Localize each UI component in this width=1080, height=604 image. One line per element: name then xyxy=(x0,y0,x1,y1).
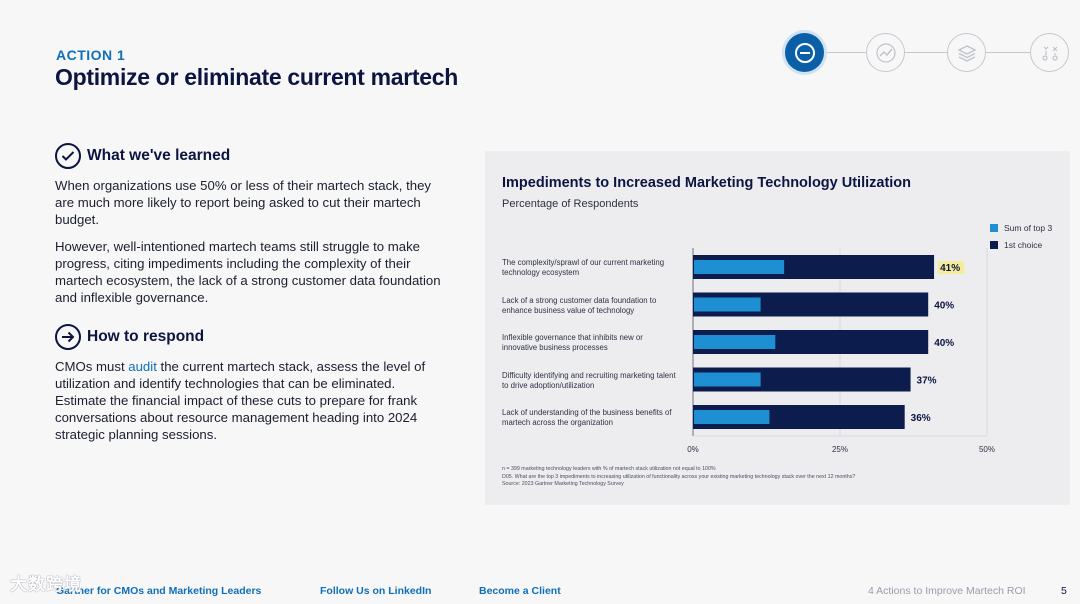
data-label: 36% xyxy=(911,413,931,424)
bar-first-choice xyxy=(694,372,761,387)
chart-legend: Sum of top 3 1st choice xyxy=(990,219,1052,253)
bar-first-choice xyxy=(694,260,785,274)
respond-heading: How to respond xyxy=(87,328,205,345)
footnote: Source: 2023 Gartner Marketing Technolog… xyxy=(502,481,624,487)
data-label: 40% xyxy=(934,338,954,349)
arrow-right-icon xyxy=(55,324,81,350)
chart-panel: Impediments to Increased Marketing Techn… xyxy=(485,151,1070,505)
bar-chart: 0% 25% 50% 41% 40% 40% 37% 36% xyxy=(687,248,995,454)
footer-link-become-client[interactable]: Become a Client xyxy=(479,585,561,597)
step-1-minus-circle-icon[interactable] xyxy=(785,33,824,72)
x-tick-label: 50% xyxy=(979,445,995,454)
bar-first-choice xyxy=(694,297,761,312)
page-title: Optimize or eliminate current martech xyxy=(55,64,459,90)
chart-title: Impediments to Increased Marketing Techn… xyxy=(502,175,912,191)
learned-header: What we've learned xyxy=(55,143,230,169)
category-label: Inflexible governance that inhibits new … xyxy=(502,333,643,352)
respond-paragraph: CMOs must audit the current martech stac… xyxy=(55,359,426,442)
footnote: n = 399 marketing technology leaders wit… xyxy=(502,466,716,472)
step-3-layers-icon[interactable] xyxy=(947,33,986,72)
page-number: 5 xyxy=(1061,585,1067,597)
x-tick-label: 25% xyxy=(832,445,848,454)
footnote: D05. What are the top 3 impediments to i… xyxy=(502,473,856,480)
learned-paragraph-1: When organizations use 50% or less of th… xyxy=(55,178,432,227)
check-icon xyxy=(55,143,81,169)
learned-paragraph-2: However, well-intentioned martech teams … xyxy=(55,239,441,305)
step-4-workflow-icon[interactable] xyxy=(1030,33,1069,72)
x-tick-label: 0% xyxy=(687,445,699,454)
category-label: Lack of a strong customer data foundatio… xyxy=(502,296,657,315)
respond-header: How to respond xyxy=(55,324,204,350)
legend-item: 1st choice xyxy=(990,236,1052,253)
audit-link[interactable]: audit xyxy=(128,359,157,374)
footer-link-linkedin[interactable]: Follow Us on LinkedIn xyxy=(320,585,432,597)
footer-link-gartner-cmos[interactable]: Gartner for CMOs and Marketing Leaders xyxy=(56,585,262,597)
data-label: 37% xyxy=(917,376,937,387)
category-label: Difficulty identifying and recruiting ma… xyxy=(502,371,676,390)
bar-first-choice xyxy=(694,335,776,349)
chart-footnotes: n = 399 marketing technology leaders wit… xyxy=(502,466,855,489)
category-label: The complexity/sprawl of our current mar… xyxy=(502,258,665,277)
category-label: Lack of understanding of the business be… xyxy=(502,408,672,427)
document-title: 4 Actions to Improve Martech ROI xyxy=(868,585,1026,597)
step-2-trend-icon[interactable] xyxy=(866,33,905,72)
data-label: 40% xyxy=(934,301,954,312)
data-label-highlight xyxy=(938,261,965,274)
data-label: 41% xyxy=(940,263,960,274)
action-steps xyxy=(785,33,1069,73)
learned-heading: What we've learned xyxy=(87,147,231,164)
bar-first-choice xyxy=(694,410,770,424)
watermark-text: 大数跨境 xyxy=(10,575,82,594)
action-kicker: ACTION 1 xyxy=(56,47,126,63)
chart-subtitle: Percentage of Respondents xyxy=(502,198,639,210)
legend-item: Sum of top 3 xyxy=(990,219,1052,236)
